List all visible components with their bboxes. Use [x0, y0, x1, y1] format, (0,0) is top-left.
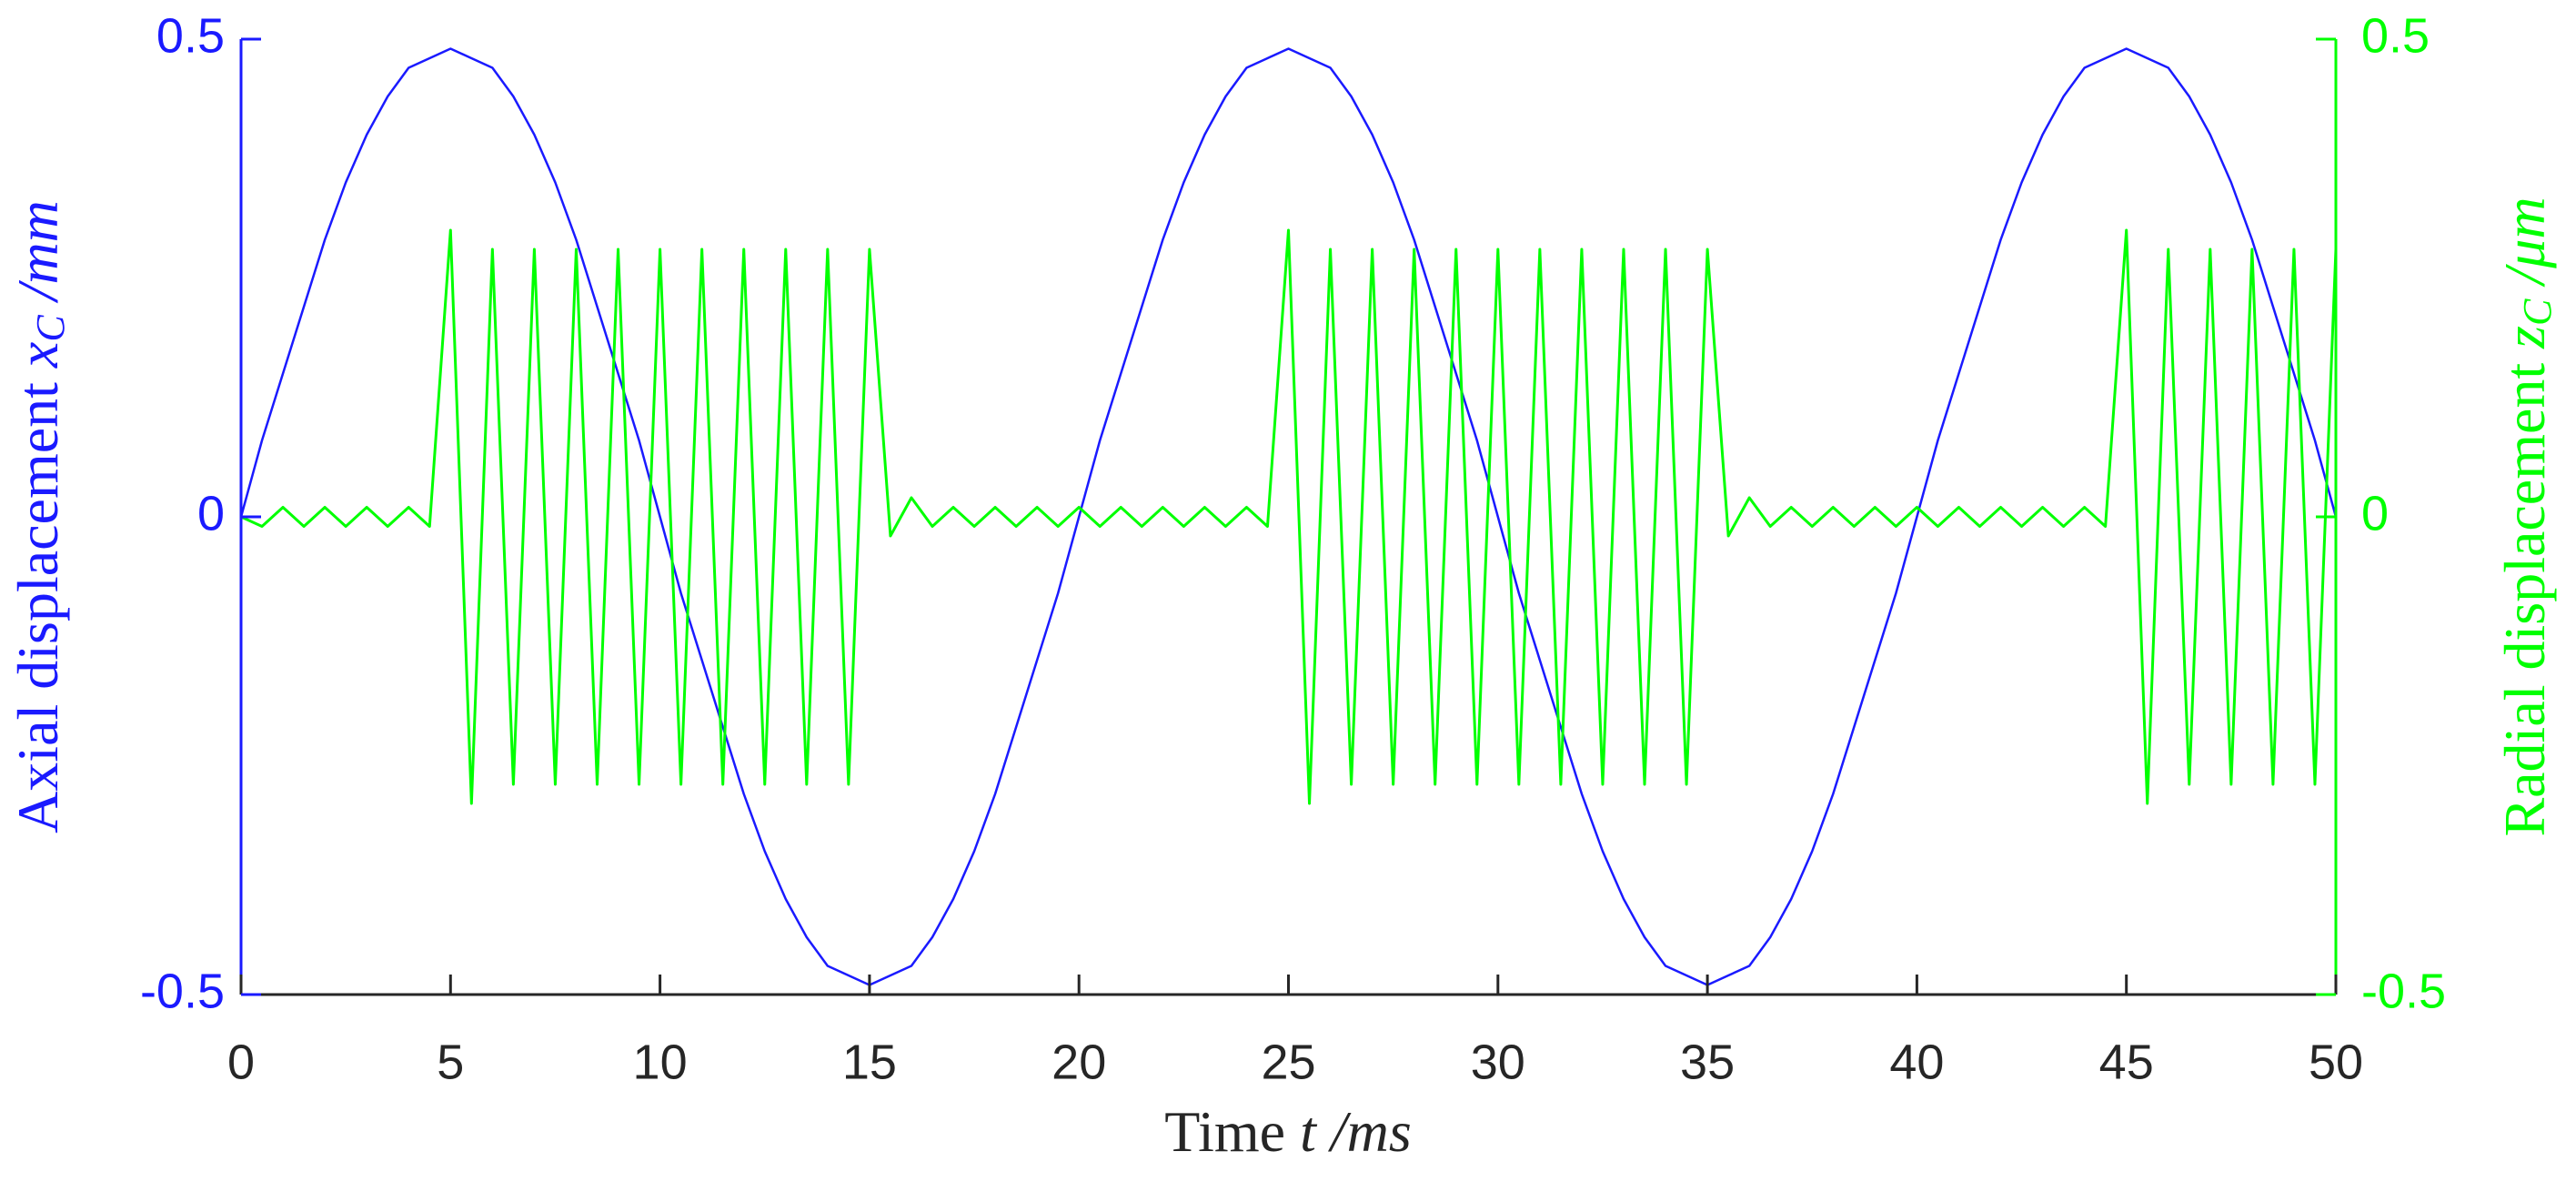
- x-tick-label: 25: [1261, 1035, 1315, 1089]
- data-line: [239, 47, 2338, 986]
- y-label-text: Axial displacement: [5, 382, 70, 833]
- y-axis-label: Axial displacement xC /mm: [5, 200, 73, 833]
- x-tick-label: 10: [633, 1035, 688, 1089]
- x-tick-label: 40: [1889, 1035, 1944, 1089]
- x-tick-label: 45: [2099, 1035, 2154, 1089]
- y2-label-symbol: z: [2492, 326, 2557, 349]
- y2-tick-label: 0: [2361, 486, 2389, 540]
- x-tick-label: 30: [1471, 1035, 1525, 1089]
- y-tick-label: 0: [197, 486, 225, 540]
- y2-label-subscript: C: [2515, 298, 2560, 326]
- y-label-symbol: x: [5, 342, 70, 369]
- x-tick-label: 50: [2309, 1035, 2363, 1089]
- x-label-symbol: t: [1300, 1099, 1318, 1164]
- x-axis-label: Time t /ms: [1164, 1099, 1412, 1164]
- x-tick-label: 5: [437, 1035, 464, 1089]
- y2-axis-label: Radial displacement zC /μm: [2492, 197, 2560, 836]
- y2-tick-label: 0.5: [2361, 8, 2430, 63]
- x-tick-label: 35: [1680, 1035, 1735, 1089]
- x-tick-label: 0: [227, 1035, 255, 1089]
- y-tick-label: -0.5: [140, 964, 225, 1018]
- y-label-subscript: C: [28, 315, 73, 342]
- y-label-unit: /mm: [5, 200, 70, 303]
- x-tick-label: 15: [842, 1035, 897, 1089]
- x-label-text: Time: [1164, 1099, 1285, 1164]
- y-tick-label: 0.5: [156, 8, 225, 63]
- data-line: [240, 228, 2338, 805]
- y2-label-text: Radial displacement: [2492, 363, 2557, 837]
- x-tick-label: 20: [1052, 1035, 1106, 1089]
- y2-tick-label: -0.5: [2361, 964, 2446, 1018]
- y2-label-unit: /μm: [2492, 197, 2557, 287]
- x-label-unit: /ms: [1328, 1099, 1412, 1164]
